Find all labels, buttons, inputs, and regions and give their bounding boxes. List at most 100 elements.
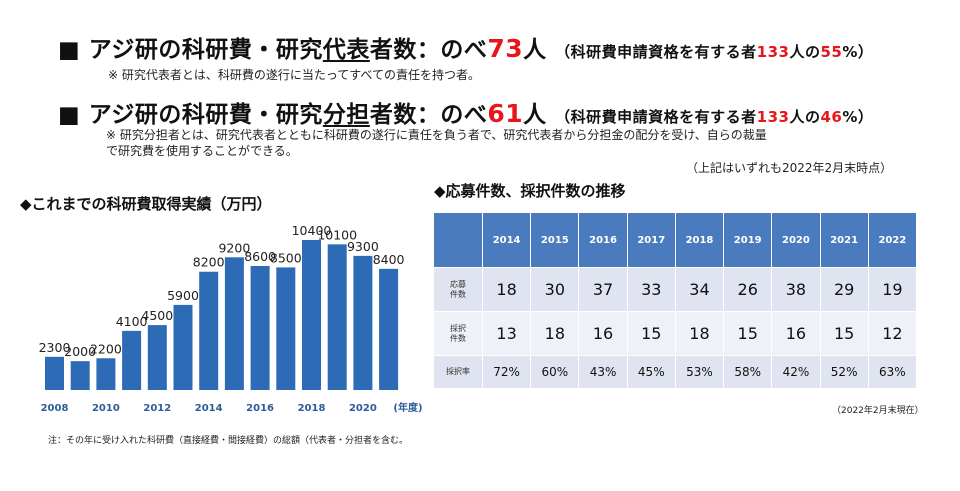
eligibility-note: （科研費申請資格を有する者133人の46%）	[555, 108, 873, 126]
bar-value-label: 2300	[39, 340, 71, 355]
year-header: 2021	[819, 212, 869, 268]
bar-2014	[199, 271, 219, 390]
table-cell: 33	[626, 266, 676, 313]
table-cell: 52%	[819, 355, 869, 389]
bar-value-label: 8400	[373, 252, 405, 267]
table-cell: 72%	[481, 355, 532, 389]
eligibility-note: （科研費申請資格を有する者133人の55%）	[555, 43, 873, 61]
table-title: ◆応募件数、採択件数の推移	[434, 182, 626, 200]
x-tick-label: 2016	[246, 403, 274, 414]
bar-2011	[122, 330, 142, 390]
heading-principal-investigators: ■ アジ研の科研費・研究代表者数：のべ73人 （科研費申請資格を有する者133人…	[58, 30, 873, 64]
table-row-applications: 応募 件数 18 30 37 33 34 26 38 29 19	[433, 266, 918, 313]
table-cell: 37	[578, 266, 628, 313]
bar-value-label: 9200	[218, 240, 250, 255]
table-cell: 26	[723, 266, 773, 313]
table-cell: 12	[867, 311, 918, 357]
heading-co-investigators: ■ アジ研の科研費・研究分担者数：のべ61人 （科研費申請資格を有する者133人…	[58, 95, 873, 129]
co-investigator-count: 61	[487, 99, 524, 128]
year-header: 2016	[578, 212, 628, 268]
heading-unit: 人	[523, 102, 547, 128]
year-header: 2015	[530, 212, 580, 268]
table-cell: 38	[771, 266, 821, 313]
eligible-percent: 46	[820, 108, 843, 126]
bar-2013	[173, 304, 193, 390]
bar-2015	[224, 257, 244, 390]
heading-underlined: 分担	[322, 102, 370, 128]
bar-value-label: 8200	[193, 255, 225, 270]
table-cell: 29	[819, 266, 869, 313]
year-header: 2017	[626, 212, 676, 268]
table-cell: 42%	[771, 355, 821, 389]
eligible-percent: 55	[820, 43, 843, 61]
row-label: 採択率	[433, 355, 483, 389]
row-label-line: 採択	[450, 323, 466, 333]
x-tick-label: 2010	[92, 403, 120, 414]
year-header: 2022	[867, 212, 918, 268]
row-label: 応募 件数	[433, 266, 483, 313]
table-cell: 58%	[723, 355, 773, 389]
x-tick-label: 2008	[41, 403, 69, 414]
table-cell: 30	[530, 266, 580, 313]
eligible-count: 133	[756, 43, 790, 61]
bar-2010	[96, 358, 116, 390]
bar-value-label: 4100	[116, 314, 148, 329]
bar-value-label: 10400	[292, 223, 332, 238]
bar-value-label: 8600	[244, 249, 276, 264]
row-label-line: 応募	[450, 279, 466, 289]
paren-text: %）	[842, 108, 874, 126]
x-tick-label: 2020	[349, 403, 377, 414]
table-source-note: （2022年2月末現在）	[832, 406, 924, 416]
table-cell: 15	[626, 311, 676, 357]
year-header: 2020	[771, 212, 821, 268]
bar-2008	[45, 356, 64, 390]
bar-2019	[327, 244, 347, 390]
paren-text: 人の	[789, 108, 821, 126]
year-header: 2019	[723, 212, 773, 268]
bar-value-label: 5900	[167, 288, 199, 303]
eligible-count: 133	[756, 108, 790, 126]
x-tick-label: 2012	[143, 403, 171, 414]
table-cell: 18	[530, 311, 580, 357]
heading-unit: 人	[523, 37, 547, 63]
x-axis-label: (年度)	[393, 401, 422, 414]
principal-count: 73	[487, 34, 524, 63]
heading-text: 者数：のべ	[369, 37, 488, 63]
table-cell: 18	[481, 266, 532, 313]
bar-2009	[70, 361, 90, 390]
year-header: 2014	[481, 212, 532, 268]
bar-2021	[379, 268, 399, 390]
table-cell: 18	[674, 311, 725, 357]
footnote: 注：その年に受け入れた科研費（直接経費・間接経費）の総額（代表者・分担者を含む。	[48, 436, 409, 446]
table-cell: 60%	[530, 355, 580, 389]
bar-value-label: 8500	[270, 250, 302, 265]
table-row-adoption-rate: 採択率 72% 60% 43% 45% 53% 58% 42% 52% 63%	[433, 355, 918, 389]
co-investigator-definition-line1: ※ 研究分担者とは、研究代表者とともに科研費の遂行に責任を負う者で、研究代表者か…	[106, 128, 767, 142]
row-label-line: 採択率	[446, 367, 470, 377]
paren-text: （科研費申請資格を有する者	[555, 43, 757, 61]
bar-2018	[302, 240, 321, 390]
table-cell: 16	[578, 311, 628, 357]
year-header: 2018	[674, 212, 725, 268]
paren-text: （科研費申請資格を有する者	[555, 108, 757, 126]
bar-2016	[250, 265, 270, 390]
table-cell: 15	[723, 311, 773, 357]
row-label-line: 件数	[450, 289, 466, 299]
as-of-note: （上記はいずれも2022年2月末時点）	[686, 161, 893, 175]
table-corner-cell	[433, 212, 483, 268]
paren-text: %）	[842, 43, 874, 61]
paren-text: 人の	[789, 43, 821, 61]
principal-definition-note: ※ 研究代表者とは、科研費の遂行に当たってすべての責任を持つ者。	[108, 68, 480, 82]
table-cell: 45%	[626, 355, 676, 389]
x-tick-label: 2018	[298, 403, 326, 414]
table-cell: 63%	[867, 355, 918, 389]
bar-value-label: 2000	[64, 344, 96, 359]
table-cell: 43%	[578, 355, 628, 389]
co-investigator-definition-line2: で研究費を使用することができる。	[106, 144, 298, 158]
bar-2020	[353, 255, 373, 390]
x-tick-label: 2014	[195, 403, 223, 414]
table-cell: 53%	[674, 355, 725, 389]
applications-table: 2014 2015 2016 2017 2018 2019 2020 2021 …	[433, 212, 918, 389]
heading-underlined: 代表	[322, 37, 370, 63]
